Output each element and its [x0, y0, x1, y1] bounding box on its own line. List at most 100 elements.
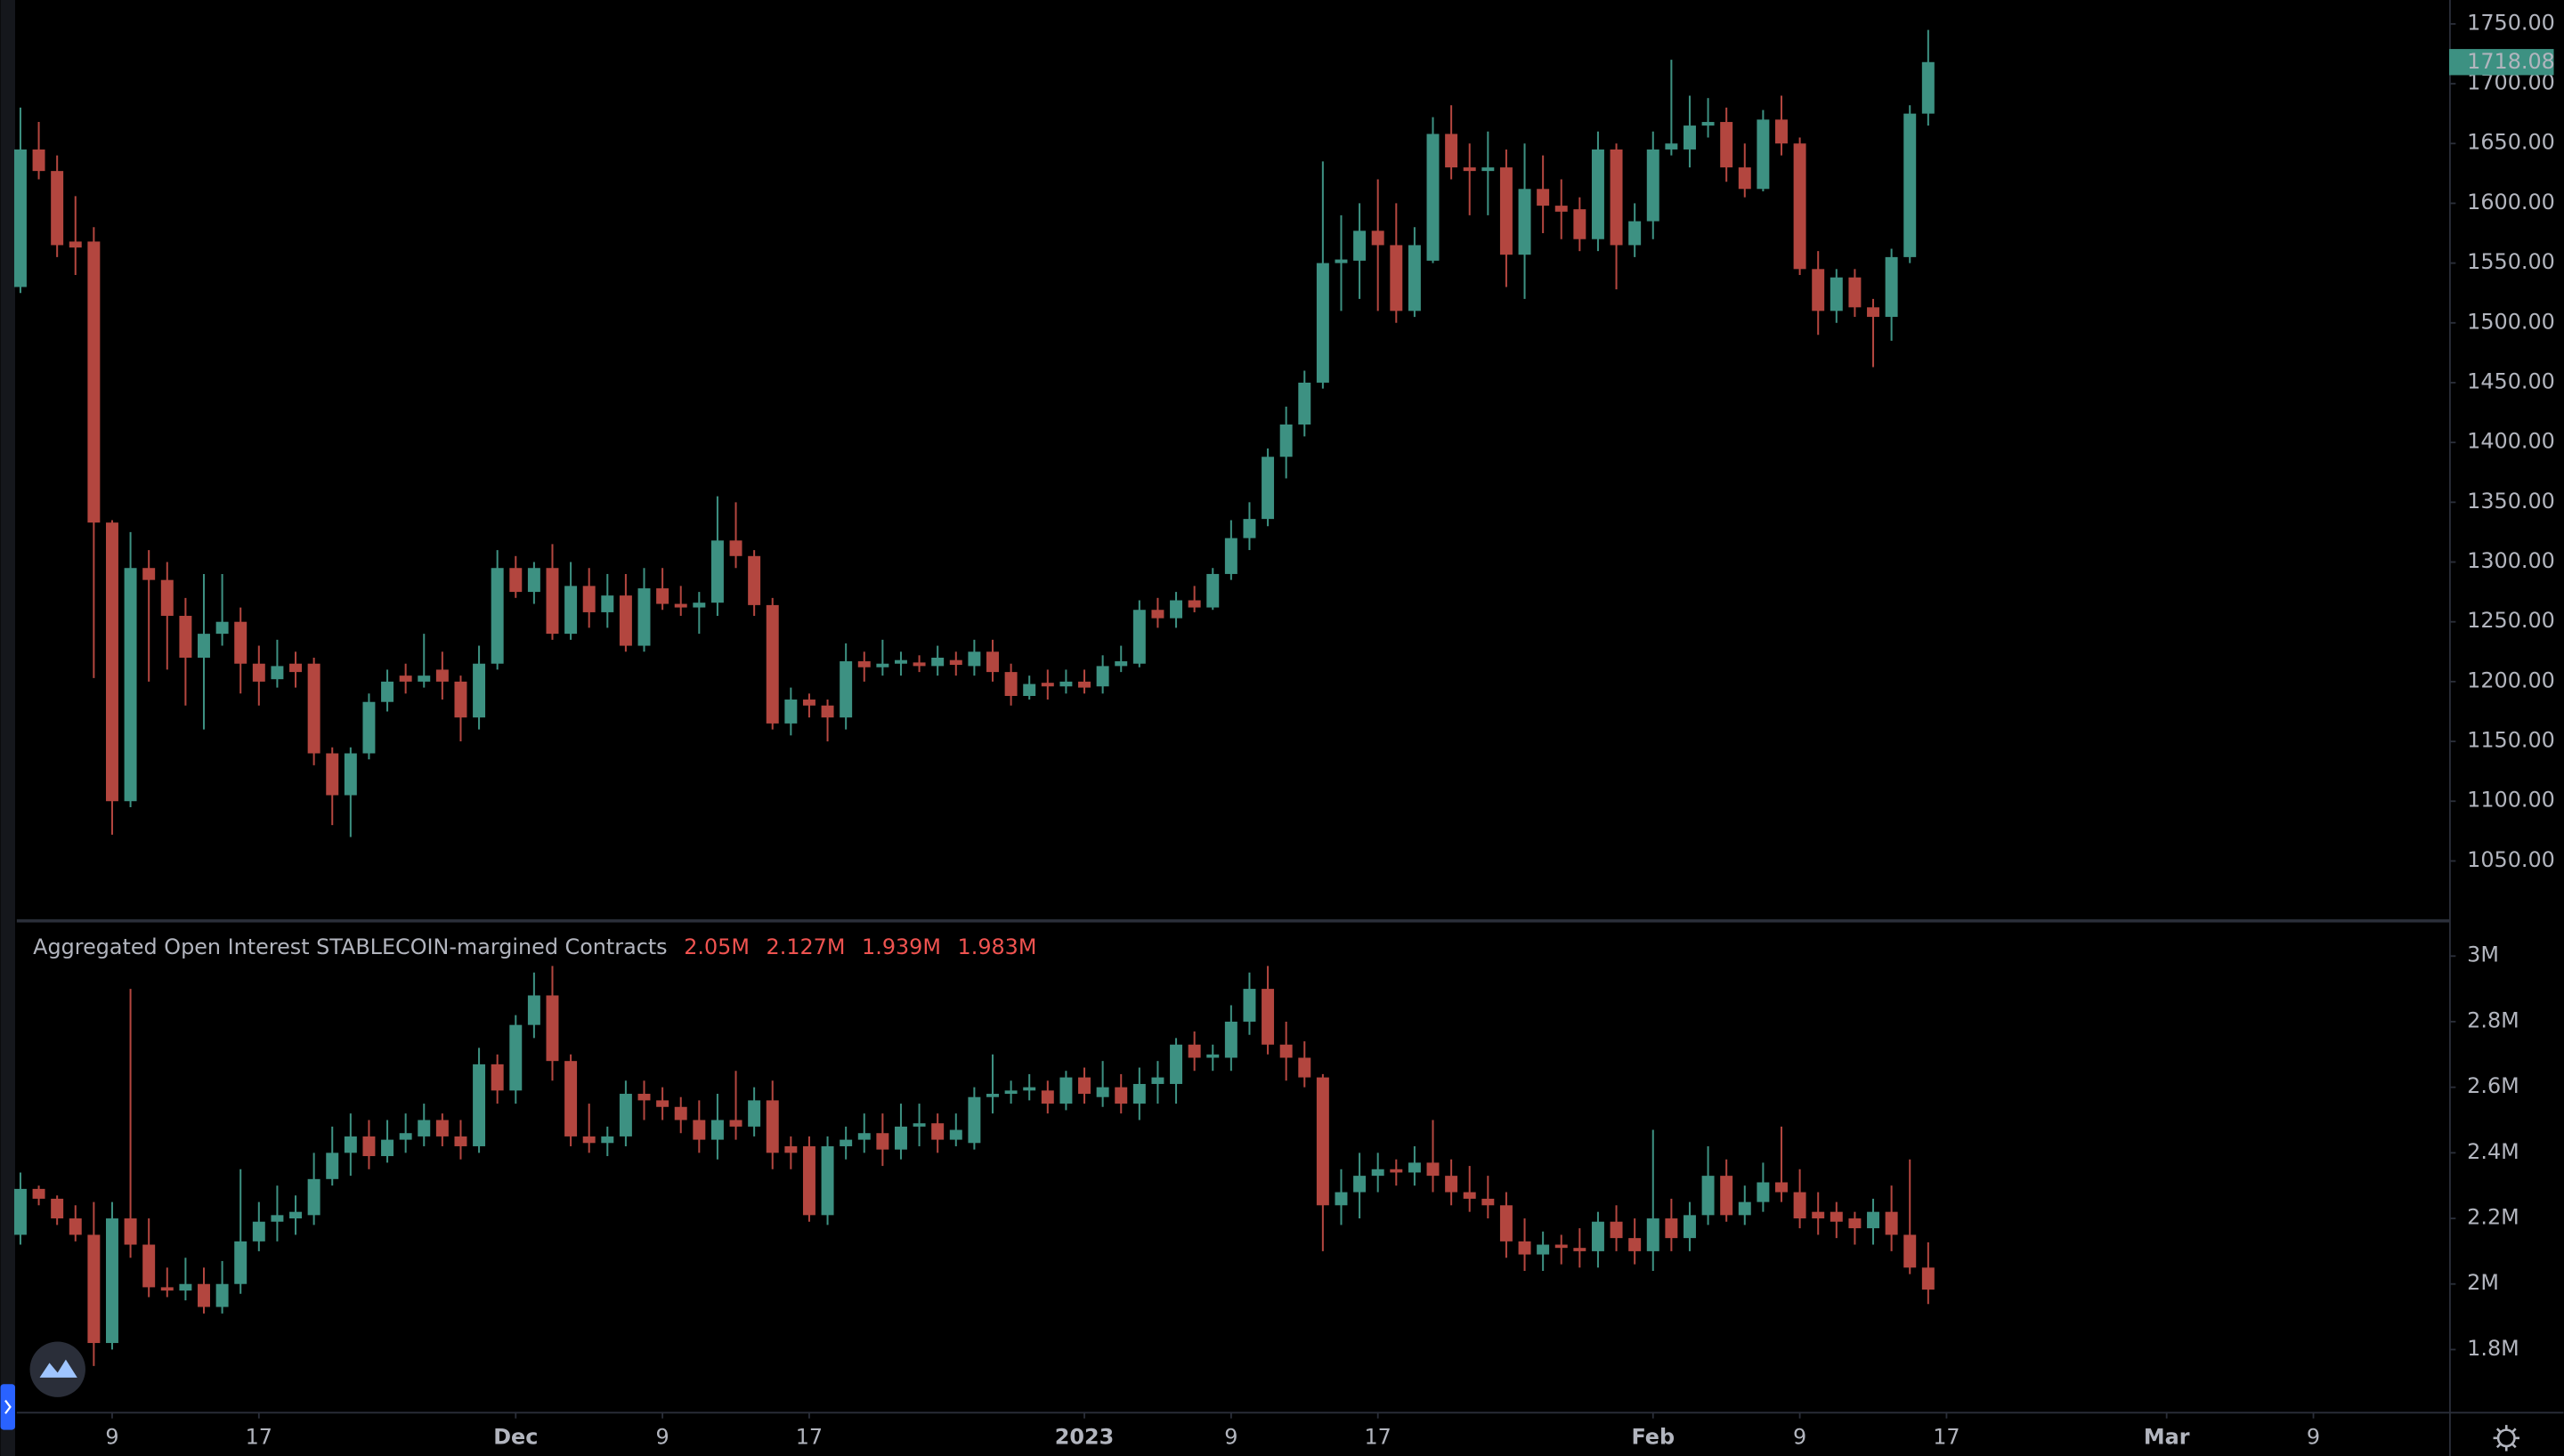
candle-body	[674, 1106, 687, 1120]
candle-body	[1499, 1205, 1513, 1242]
candle-body	[1628, 221, 1642, 246]
candle-body	[454, 681, 467, 718]
candle-body	[1243, 519, 1256, 538]
x-tick-label: Mar	[2144, 1424, 2190, 1449]
pane-legend: Aggregated Open Interest STABLECOIN-marg…	[33, 934, 1036, 959]
candle-body	[1793, 1192, 1806, 1219]
settings-gear[interactable]	[2493, 1425, 2519, 1452]
candle-body	[968, 1096, 981, 1144]
logo-circle[interactable]	[29, 1341, 85, 1397]
candle-body	[32, 1188, 45, 1199]
candle-body	[1316, 1077, 1329, 1206]
candle-body	[582, 1136, 596, 1144]
candle-body	[601, 595, 614, 612]
candle-body	[1646, 1218, 1659, 1251]
candle-body	[1279, 1044, 1293, 1058]
candle-body	[124, 1218, 137, 1245]
candle-body	[619, 595, 632, 646]
y-tick-label: 1600.00	[2467, 190, 2555, 214]
candle-body	[1573, 1248, 1586, 1251]
candle-body	[13, 149, 27, 287]
candle-body	[271, 1215, 284, 1222]
candle-body	[1921, 1267, 1935, 1290]
candle-body	[766, 1100, 779, 1153]
candle-body	[473, 663, 486, 718]
candle-body	[876, 1133, 889, 1150]
candle-body	[252, 1221, 265, 1242]
y-tick-label: 1100.00	[2467, 788, 2555, 813]
candle-body	[105, 522, 118, 802]
candle-body	[564, 1061, 578, 1136]
candle-body	[1298, 382, 1311, 425]
candle-body	[1665, 1218, 1678, 1239]
candle-body	[1499, 167, 1513, 255]
candle-body	[710, 1120, 724, 1140]
candle-body	[1170, 600, 1183, 619]
candle-body	[1224, 1021, 1237, 1058]
candle-body	[1206, 1054, 1220, 1058]
candle-body	[1665, 143, 1678, 150]
candle-body	[179, 615, 192, 658]
candle-body	[1078, 681, 1091, 688]
candle-body	[1481, 1198, 1495, 1206]
candle-body	[1921, 61, 1935, 114]
candle-body	[399, 1133, 412, 1140]
candle-body	[1591, 1221, 1604, 1251]
candle-body	[821, 705, 834, 718]
candle-body	[1573, 209, 1586, 239]
candle-body	[289, 663, 302, 673]
candle-body	[840, 661, 853, 718]
candle-body	[564, 586, 578, 635]
candle-body	[1390, 245, 1403, 311]
candle-body	[491, 568, 504, 664]
candle-body	[1316, 263, 1329, 383]
candle-body	[1041, 1090, 1054, 1104]
candle-body	[1206, 573, 1220, 608]
candle-body	[1701, 122, 1715, 126]
candle-body	[289, 1211, 302, 1219]
candle-body	[894, 659, 907, 664]
logo-icon[interactable]	[39, 1359, 77, 1378]
candle-body	[913, 1123, 926, 1127]
candle-body	[1518, 1241, 1531, 1255]
candle-body	[1701, 1176, 1715, 1216]
candle-body	[1023, 684, 1036, 696]
candle-body	[1115, 661, 1128, 667]
candle-body	[1115, 1087, 1128, 1104]
candle-body	[637, 1094, 651, 1101]
candle-body	[1867, 1211, 1879, 1229]
candle-body	[509, 568, 523, 593]
candle-body	[1775, 119, 1788, 144]
gear-teeth[interactable]	[2493, 1425, 2519, 1452]
candle-body	[1757, 119, 1770, 190]
candle-body	[124, 568, 137, 802]
candle-body	[931, 1123, 945, 1140]
candle-body	[656, 1100, 669, 1107]
toggle-arrow[interactable]	[4, 1399, 12, 1414]
y-tick-label: 1250.00	[2467, 608, 2555, 633]
candle-body	[1262, 457, 1275, 520]
candle-body	[418, 675, 431, 682]
candle-body	[1812, 1211, 1825, 1219]
candle-body	[215, 1283, 229, 1307]
y-tick-label: 2.2M	[2467, 1205, 2519, 1230]
candle-body	[949, 659, 962, 666]
last-price-box	[2449, 49, 2554, 76]
logo[interactable]	[29, 1341, 85, 1397]
candle-body	[509, 1024, 523, 1091]
candle-body	[1004, 672, 1018, 696]
y-tick-label: 1500.00	[2467, 309, 2555, 334]
candle-body	[1279, 424, 1293, 457]
x-tick-label: 9	[656, 1424, 669, 1449]
candle-body	[1867, 307, 1879, 318]
candle-body	[344, 753, 357, 796]
candle-body	[142, 568, 156, 580]
candle-body	[1463, 167, 1476, 172]
side-panel-toggle[interactable]	[0, 1384, 15, 1430]
candle-body	[1445, 133, 1458, 168]
candle-body	[142, 1244, 156, 1288]
candle-body	[491, 1064, 504, 1091]
candle-body	[1353, 231, 1367, 261]
